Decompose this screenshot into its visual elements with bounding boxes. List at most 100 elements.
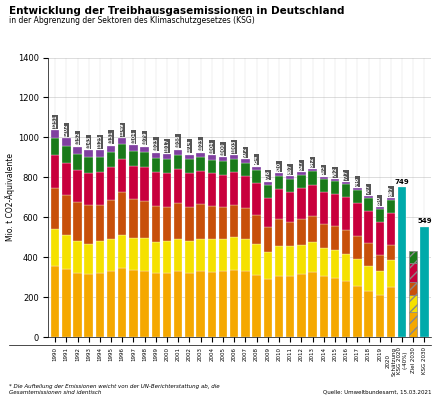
Bar xyxy=(118,144,126,159)
Bar xyxy=(319,177,328,179)
Bar xyxy=(185,273,194,337)
Bar xyxy=(331,181,339,194)
Bar xyxy=(353,286,362,337)
Bar xyxy=(297,172,305,175)
Bar xyxy=(140,167,149,201)
Bar xyxy=(174,239,183,271)
Bar xyxy=(208,272,216,337)
Bar xyxy=(275,276,283,337)
Bar xyxy=(107,200,115,239)
Bar xyxy=(208,173,216,206)
Bar xyxy=(286,192,294,222)
Bar xyxy=(297,175,305,188)
Bar xyxy=(196,271,205,337)
Bar xyxy=(185,159,194,173)
Bar xyxy=(275,173,283,176)
Bar xyxy=(152,153,160,158)
Bar xyxy=(51,188,59,229)
Bar xyxy=(230,205,238,238)
Text: 954: 954 xyxy=(254,155,259,165)
Text: 1014: 1014 xyxy=(187,139,192,153)
Bar xyxy=(264,226,272,252)
Text: 1000: 1000 xyxy=(220,142,226,156)
Bar xyxy=(253,170,261,183)
Bar xyxy=(364,198,373,211)
Text: 827: 827 xyxy=(299,160,304,170)
Bar xyxy=(420,283,429,296)
Bar xyxy=(62,269,70,337)
Bar xyxy=(62,162,70,195)
Bar xyxy=(409,263,418,282)
Bar xyxy=(84,173,93,205)
Bar xyxy=(51,138,59,155)
Text: 1152: 1152 xyxy=(75,132,80,145)
Bar xyxy=(297,219,305,245)
Text: * Die Aufteilung der Emissionen weicht von der UN-Berichterstattung ab, die
Gesa: * Die Aufteilung der Emissionen weicht v… xyxy=(9,384,220,395)
Bar xyxy=(185,173,194,207)
Bar xyxy=(196,157,205,171)
Text: 1202: 1202 xyxy=(64,123,69,137)
Bar xyxy=(398,251,406,274)
Bar xyxy=(163,241,171,273)
Bar xyxy=(264,198,272,226)
Text: Quelle: Umweltbundesamt, 15.03.2021: Quelle: Umweltbundesamt, 15.03.2021 xyxy=(323,390,431,395)
Bar xyxy=(375,295,384,337)
Bar xyxy=(140,238,149,270)
Bar xyxy=(319,224,328,247)
Bar xyxy=(387,287,395,337)
Bar xyxy=(275,246,283,276)
Bar xyxy=(319,276,328,337)
Bar xyxy=(398,208,406,222)
Text: 1104: 1104 xyxy=(131,130,136,143)
Bar xyxy=(241,239,249,271)
Bar xyxy=(241,271,249,337)
Bar xyxy=(152,172,160,206)
Bar xyxy=(95,172,104,205)
Bar xyxy=(420,227,429,337)
Bar xyxy=(420,252,429,264)
Bar xyxy=(51,130,59,138)
Bar xyxy=(174,271,183,337)
Bar xyxy=(342,281,350,337)
Bar xyxy=(364,291,373,337)
Bar xyxy=(129,151,138,166)
Bar xyxy=(331,250,339,278)
Bar xyxy=(196,204,205,239)
Bar xyxy=(163,173,171,207)
Bar xyxy=(286,276,294,337)
Bar xyxy=(208,206,216,239)
Text: 1023: 1023 xyxy=(154,138,158,151)
Text: 1251: 1251 xyxy=(53,115,58,128)
Bar xyxy=(387,198,395,200)
Bar xyxy=(241,208,249,239)
Bar xyxy=(185,207,194,241)
Text: 1125: 1125 xyxy=(97,135,103,148)
Bar xyxy=(297,188,305,219)
Bar xyxy=(275,176,283,189)
Bar xyxy=(118,159,126,192)
Bar xyxy=(219,157,227,162)
Bar xyxy=(342,254,350,281)
Bar xyxy=(387,245,395,260)
Bar xyxy=(219,239,227,271)
Text: 972: 972 xyxy=(243,147,248,157)
Bar xyxy=(398,187,406,337)
Bar xyxy=(84,274,93,337)
Bar xyxy=(208,239,216,272)
Bar xyxy=(230,159,238,172)
Bar xyxy=(297,245,305,274)
Bar xyxy=(163,207,171,241)
Bar xyxy=(409,282,418,295)
Bar xyxy=(420,264,429,283)
Bar xyxy=(308,171,317,185)
Bar xyxy=(308,242,317,272)
Text: 820: 820 xyxy=(276,162,282,172)
Bar xyxy=(196,171,205,204)
Bar xyxy=(118,268,126,337)
Text: 792: 792 xyxy=(333,167,337,177)
Bar xyxy=(264,279,272,337)
Bar xyxy=(84,244,93,274)
Bar xyxy=(253,166,261,170)
Bar xyxy=(275,189,283,219)
Bar xyxy=(375,222,384,254)
